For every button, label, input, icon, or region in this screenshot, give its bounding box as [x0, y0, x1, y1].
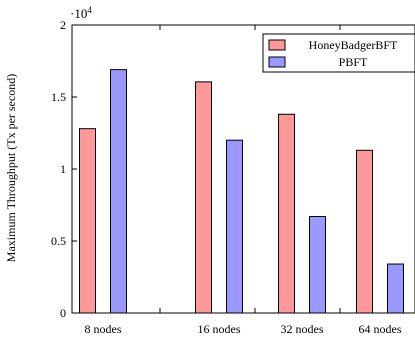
y-axis: 0 0.5 1 1.5 2	[51, 18, 77, 320]
bar-pbft-32-nodes	[309, 216, 326, 314]
x-tick-label: 16 nodes	[198, 322, 241, 336]
y-scale-multiplier: ·104	[70, 5, 92, 21]
legend-label: HoneyBadgerBFT	[309, 38, 398, 52]
legend-swatch-honeybadgerbft	[268, 39, 286, 51]
y-tick-label: 0	[60, 306, 66, 320]
bar-honeybadgerbft-8-nodes	[79, 128, 96, 314]
y-axis-label: Maximum Throughput (Tx per second)	[4, 74, 18, 262]
y-tick-label: 0.5	[51, 234, 66, 248]
y-tick-label: 1.5	[51, 90, 66, 104]
x-axis: 8 nodes 16 nodes 32 nodes 64 nodes	[85, 25, 402, 336]
legend-label: PBFT	[339, 55, 368, 69]
legend: HoneyBadgerBFT PBFT	[262, 33, 415, 73]
bar-pbft-16-nodes	[226, 139, 243, 314]
legend-box	[262, 33, 415, 73]
bar-honeybadgerbft-16-nodes	[195, 81, 212, 314]
bar-honeybadgerbft-64-nodes	[356, 149, 373, 314]
bar-pbft-64-nodes	[387, 263, 404, 314]
x-tick-label: 8 nodes	[85, 322, 122, 336]
x-tick-label: 64 nodes	[359, 322, 402, 336]
legend-swatch-pbft	[268, 56, 286, 68]
y-tick-label: 2	[60, 18, 66, 32]
y-scale-exponent: 4	[87, 5, 92, 15]
bar-honeybadgerbft-32-nodes	[278, 113, 295, 314]
plot-area	[79, 69, 404, 314]
x-tick-label: 32 nodes	[281, 322, 324, 336]
bar-pbft-8-nodes	[110, 69, 127, 314]
y-tick-label: 1	[60, 162, 66, 176]
